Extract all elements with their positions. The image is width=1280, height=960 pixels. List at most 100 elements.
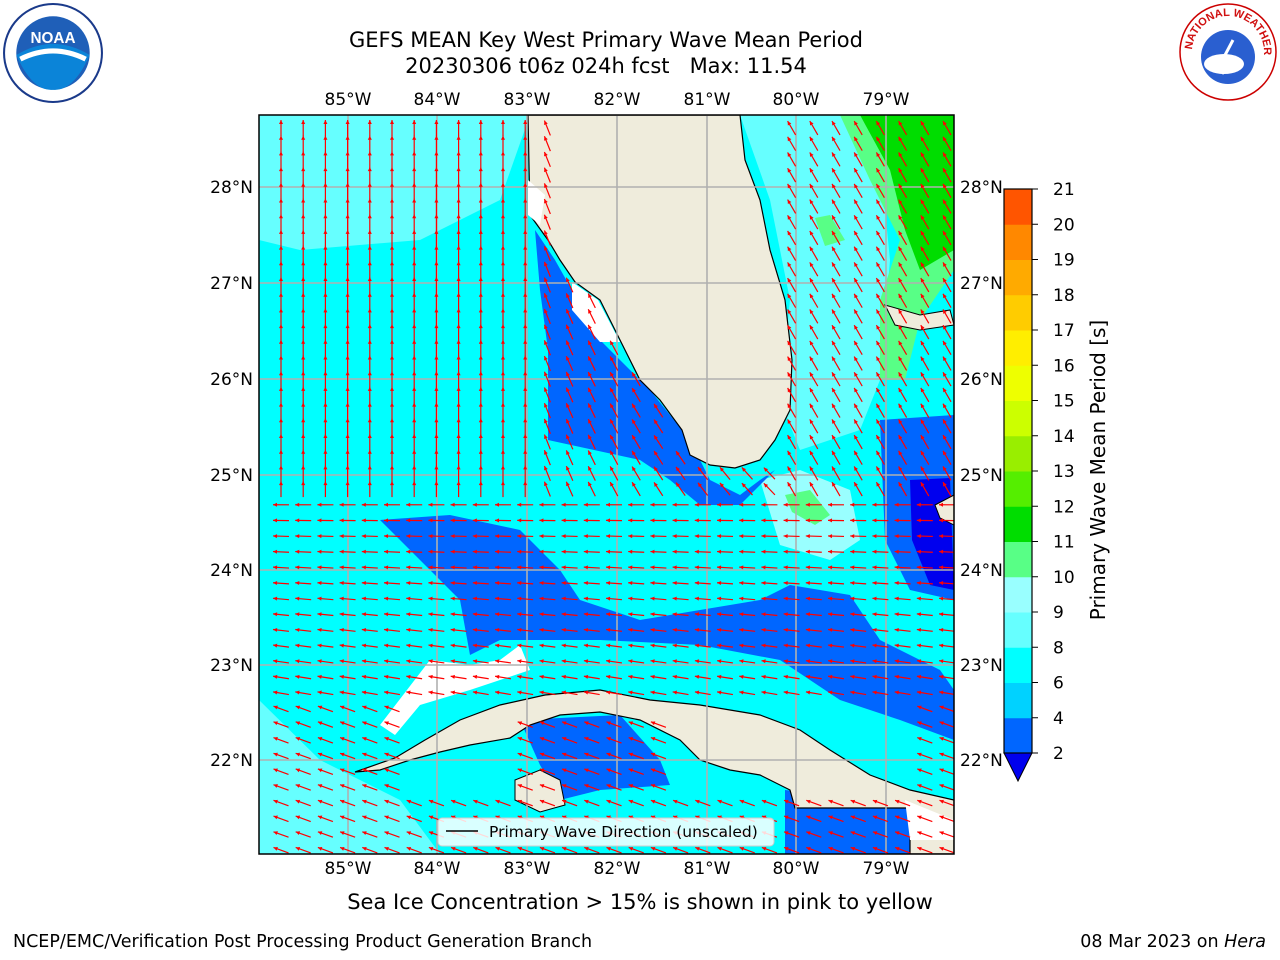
- wave-arrow-head: [495, 612, 500, 617]
- caption: Sea Ice Concentration > 15% is shown in …: [347, 890, 933, 914]
- wave-arrow-head: [717, 846, 722, 851]
- wave-arrow-head: [301, 151, 306, 156]
- wave-arrow-head: [544, 230, 548, 235]
- wave-arrow-head: [361, 659, 367, 664]
- wave-arrow-head: [854, 278, 858, 283]
- wave-arrow-head: [783, 502, 788, 507]
- colorbar-tick-label: 18: [1053, 286, 1075, 306]
- wave-arrow-head: [876, 215, 881, 220]
- wave-arrow-head: [650, 565, 655, 570]
- wave-arrow-head: [828, 502, 833, 507]
- wave-arrow-head: [761, 659, 766, 664]
- wave-arrow-head: [783, 549, 788, 554]
- wave-arrow-head: [412, 214, 417, 219]
- wave-arrow-head: [606, 502, 611, 507]
- wave-arrow-head: [694, 627, 700, 632]
- colorbar-segment: [1004, 259, 1032, 296]
- lon-label-top: 84°W: [414, 90, 461, 110]
- wave-arrow-head: [478, 135, 483, 140]
- wave-arrow-head: [850, 643, 855, 648]
- wave-arrow-head: [876, 278, 881, 283]
- wave-arrow-head: [301, 386, 306, 391]
- wave-arrow-head: [898, 183, 903, 189]
- wave-arrow-head: [384, 643, 389, 648]
- wave-arrow-head: [323, 198, 328, 203]
- wave-arrow-head: [273, 705, 278, 710]
- wave-arrow-head: [606, 518, 611, 523]
- wave-arrow-head: [301, 355, 306, 360]
- wave-arrow-head: [361, 549, 366, 554]
- wave-arrow-head: [787, 340, 792, 346]
- wave-arrow-head: [472, 565, 477, 570]
- wave-arrow-head: [628, 502, 633, 507]
- wave-arrow-head: [832, 325, 836, 330]
- wave-arrow-head: [832, 450, 836, 456]
- colorbar-tick-label: 21: [1053, 180, 1075, 200]
- wave-arrow-head: [279, 229, 283, 234]
- wave-arrow-head: [345, 386, 350, 391]
- wave-arrow-head: [809, 183, 814, 189]
- wave-arrow-head: [323, 135, 328, 140]
- wave-arrow-head: [323, 182, 328, 187]
- wave-arrow-head: [412, 229, 417, 234]
- wave-arrow-head: [920, 309, 925, 314]
- wave-arrow-head: [273, 768, 278, 773]
- wave-arrow-head: [673, 799, 678, 804]
- wave-arrow-head: [584, 737, 589, 741]
- wave-arrow-head: [943, 419, 947, 424]
- wave-arrow-head: [805, 659, 811, 664]
- wave-arrow-head: [456, 386, 461, 391]
- wave-arrow-head: [717, 612, 722, 617]
- wave-arrow-head: [632, 482, 636, 487]
- nodata-fringe: [528, 180, 545, 225]
- map-legend: Primary Wave Direction (unscaled): [437, 817, 775, 847]
- wave-arrow-head: [362, 721, 367, 726]
- wave-arrow-head: [894, 643, 899, 648]
- wave-arrow-head: [367, 402, 372, 407]
- wave-arrow-head: [898, 246, 903, 252]
- wave-arrow-head: [672, 659, 677, 664]
- wave-arrow-head: [295, 581, 300, 586]
- wave-arrow-head: [939, 721, 944, 726]
- wave-arrow-head: [501, 434, 505, 438]
- wave-arrow-head: [916, 659, 922, 664]
- wave-arrow-head: [832, 387, 836, 393]
- wave-arrow-head: [390, 261, 394, 266]
- wave-arrow-head: [279, 292, 283, 297]
- wave-arrow-head: [367, 277, 372, 281]
- wave-arrow-head: [345, 151, 350, 156]
- wave-arrow-head: [606, 674, 611, 679]
- wave-arrow-head: [920, 215, 925, 220]
- lon-label-top: 79°W: [863, 90, 910, 110]
- wave-arrow-head: [273, 674, 278, 679]
- wave-arrow-head: [610, 434, 614, 440]
- lat-label-right: 26°N: [960, 370, 1003, 390]
- wave-arrow-head: [610, 372, 614, 377]
- colorbar-tick-label: 6: [1053, 674, 1064, 694]
- wave-arrow-head: [920, 387, 925, 393]
- wave-arrow-head: [478, 481, 483, 486]
- wave-arrow-head: [787, 387, 792, 393]
- wave-arrow-head: [434, 324, 439, 329]
- wave-arrow-head: [295, 752, 301, 757]
- wave-arrow-head: [345, 229, 350, 234]
- contour-6-8-north: [259, 115, 530, 250]
- wave-arrow-head: [872, 502, 877, 507]
- wave-arrow-head: [544, 183, 548, 188]
- wave-arrow-head: [850, 581, 855, 586]
- wave-arrow-head: [434, 308, 439, 313]
- wave-arrow-head: [340, 721, 345, 726]
- colorbar-segment: [1004, 541, 1032, 578]
- wave-arrow-head: [472, 502, 477, 507]
- wave-arrow-head: [894, 518, 899, 523]
- wave-arrow-head: [872, 643, 877, 648]
- wave-arrow-head: [273, 752, 278, 757]
- wave-arrow-head: [501, 261, 505, 266]
- wave-arrow-head: [854, 215, 858, 220]
- wave-arrow-head: [472, 549, 477, 554]
- wave-arrow-head: [854, 121, 858, 126]
- wave-arrow-head: [561, 612, 566, 617]
- lat-label-right: 23°N: [960, 656, 1003, 676]
- wave-arrow-head: [544, 481, 548, 487]
- wave-arrow-head: [588, 372, 592, 377]
